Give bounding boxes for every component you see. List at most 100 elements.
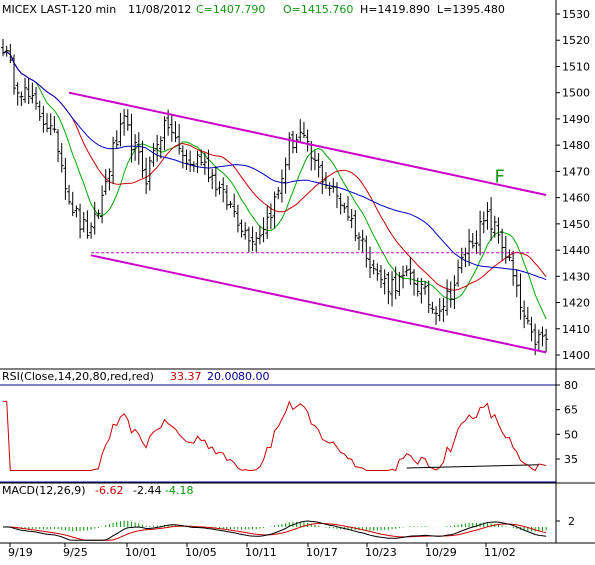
ohlc-bar [397, 271, 402, 296]
ohlc-bar [544, 328, 549, 352]
ohlc-bar [158, 136, 163, 159]
macd-line [2, 520, 547, 541]
ohlc-bar [59, 143, 64, 173]
ohlc-bar [426, 280, 431, 313]
ohlc-bar [368, 246, 372, 278]
price-y-tick-label: 1410 [562, 323, 590, 336]
price-title: MICEX LAST-120 min [2, 3, 116, 16]
ohlc-bar [452, 275, 457, 310]
ohlc-bar [12, 54, 17, 95]
ohlc-bar [496, 217, 501, 244]
ohlc-bar [41, 105, 46, 133]
ohlc-bar [78, 203, 83, 239]
ohlc-bar [349, 208, 354, 229]
ohlc-bar [489, 197, 494, 241]
price-y-tick-label: 1500 [562, 87, 590, 100]
ohlc-bar [118, 112, 123, 147]
price-y-tick-label: 1460 [562, 192, 590, 205]
ohlc-bar [511, 250, 516, 286]
ohlc-bar [37, 100, 42, 121]
x-tick-label: 9/19 [8, 546, 33, 559]
ohlc-bar [514, 269, 519, 298]
ohlc-bar [125, 109, 130, 131]
price-y-tick-label: 1400 [562, 349, 590, 362]
ohlc-bar [254, 231, 259, 253]
ohlc-bar [287, 132, 292, 171]
price-y-axis: 1400 1410 1420 1430 1440 1450 1460 1470 1480 1490… [556, 8, 590, 362]
ohlc-bar [320, 160, 325, 195]
ohlc-bar [151, 143, 156, 167]
ohlc-bar [63, 157, 68, 200]
ohlc-bar [45, 113, 50, 133]
ohlc-bar [379, 265, 384, 289]
ohlc-bar [323, 172, 328, 189]
moving-average-line [2, 51, 547, 281]
x-tick-label: 10/29 [425, 546, 457, 559]
ohlc-bar [92, 201, 97, 235]
ohlc-bar [415, 277, 420, 297]
ohlc-bar [360, 229, 365, 253]
ohlc-bar [445, 279, 450, 316]
ohlc-bar [103, 169, 108, 195]
ohlc-bar [503, 235, 508, 264]
ohlc-bar [85, 210, 90, 239]
ohlc-bar [210, 168, 215, 190]
price-panel: MICEX LAST-120 min 11/08/2012 C=1407.790… [1, 3, 590, 362]
annotation-f: F [494, 167, 504, 188]
ohlc-bar [298, 119, 303, 142]
ohlc-bar [81, 211, 86, 233]
ohlc-bar [356, 232, 361, 251]
macd-value: -6.62 [95, 484, 123, 497]
ohlc-bar [228, 200, 233, 209]
price-y-tick-label: 1450 [562, 218, 590, 231]
ohlc-bar [390, 271, 395, 307]
ohlc-bar [478, 210, 483, 256]
ohlc-bar [1, 38, 5, 57]
ohlc-bar [393, 266, 398, 300]
ohlc-bar [34, 86, 39, 110]
macd-y-axis: 2 [556, 515, 575, 528]
ohlc-bar [162, 116, 167, 151]
ohlc-bar [382, 269, 387, 295]
price-bars [1, 38, 549, 356]
ohlc-bar [96, 209, 101, 219]
ohlc-bar [114, 130, 119, 149]
rsi-value: 33.37 [170, 370, 202, 383]
ohlc-bar [155, 134, 160, 162]
ohlc-bar [257, 225, 262, 245]
ohlc-bar [301, 121, 306, 139]
ohlc-bar [235, 204, 240, 233]
ohlc-bar [441, 297, 446, 322]
ohlc-bar [221, 177, 226, 203]
ohlc-bar [305, 129, 310, 152]
ohlc-bar [492, 215, 497, 238]
x-tick-label: 10/05 [185, 546, 217, 559]
ohlc-bar [434, 306, 439, 325]
price-y-tick-label: 1470 [562, 165, 590, 178]
price-y-tick-label: 1510 [562, 60, 590, 73]
ohlc-bar [536, 329, 541, 351]
ohlc-bar [327, 182, 332, 196]
ohlc-bar [206, 149, 211, 183]
rsi-y-axis: 35 50 65 80 [556, 379, 578, 466]
ohlc-bar [100, 185, 105, 224]
ohlc-bar [136, 132, 141, 165]
macd-signal-value: -2.44 [133, 484, 161, 497]
rsi-y-tick-label: 65 [564, 404, 578, 417]
ohlc-bar [173, 121, 178, 143]
ohlc-bar [540, 326, 545, 347]
ohlc-bar [345, 196, 350, 221]
ohlc-bar [529, 316, 534, 342]
ohlc-bar [401, 265, 406, 289]
ohlc-bar [375, 263, 380, 281]
ohlc-bar [419, 277, 424, 304]
x-axis: 9/19 9/25 10/01 10/05 10/11 10/17 10/23 10/29 11… [8, 543, 516, 559]
ohlc-bar [213, 166, 218, 197]
ohlc-bar [283, 157, 288, 194]
ohlc-bar [481, 211, 486, 234]
macd-panel: MACD(12,26,9) -6.62 -2.44 -4.18 2 [2, 484, 575, 541]
ohlc-bar [19, 91, 24, 107]
ohlc-bar [522, 300, 527, 329]
price-low: L=1395.480 [437, 3, 505, 16]
price-y-tick-label: 1490 [562, 113, 590, 126]
